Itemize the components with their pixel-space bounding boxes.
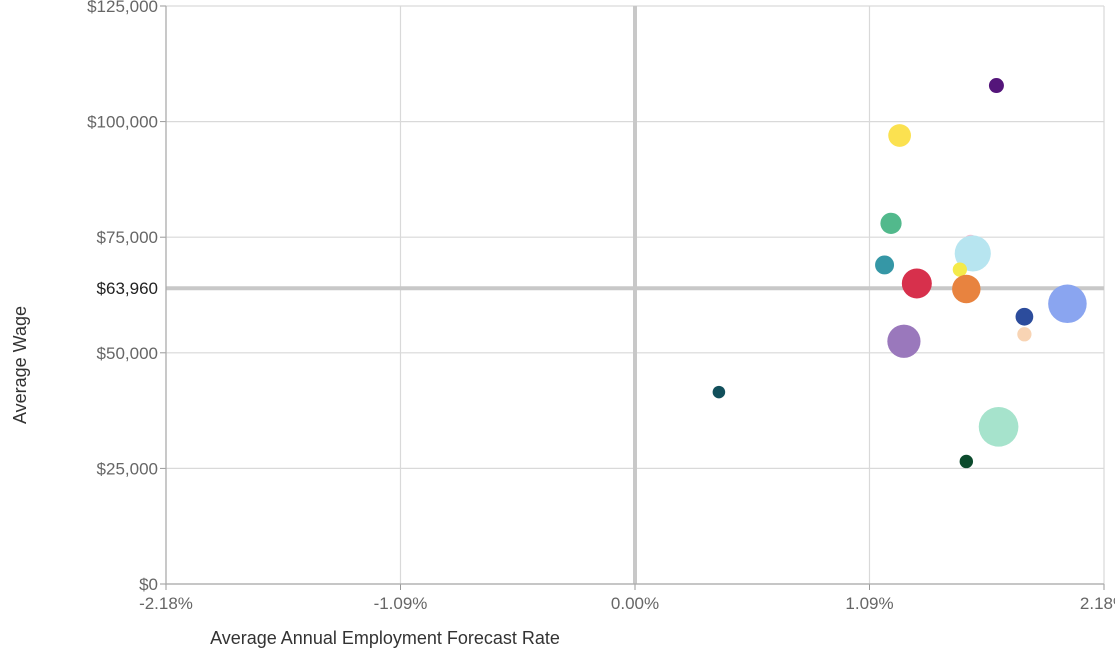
data-point bbox=[1015, 307, 1034, 326]
data-point bbox=[978, 406, 1019, 447]
y-tick-label: $50,000 bbox=[97, 344, 158, 363]
data-point bbox=[1017, 327, 1032, 342]
data-point bbox=[952, 274, 981, 304]
data-point bbox=[888, 124, 911, 147]
y-tick-label: $125,000 bbox=[87, 0, 158, 16]
y-tick-label: $0 bbox=[139, 575, 158, 594]
data-point bbox=[875, 255, 895, 275]
data-point bbox=[959, 454, 974, 469]
y-tick-label: $100,000 bbox=[87, 113, 158, 132]
x-tick-label: 0.00% bbox=[611, 594, 659, 613]
data-point bbox=[988, 78, 1004, 94]
x-tick-label: 2.18% bbox=[1080, 594, 1115, 613]
data-point bbox=[712, 385, 726, 399]
y-tick-label: $75,000 bbox=[97, 228, 158, 247]
x-tick-label: -2.18% bbox=[139, 594, 193, 613]
y-axis-title: Average Wage bbox=[10, 306, 30, 424]
reference-lines: $63,960 bbox=[97, 6, 1104, 584]
x-axis-title: Average Annual Employment Forecast Rate bbox=[210, 628, 560, 648]
data-point bbox=[887, 324, 921, 358]
y-reference-label: $63,960 bbox=[97, 279, 158, 298]
axes: -2.18% -1.09% 0.00% 1.09% 2.18% $0 $25,000 $50,… bbox=[87, 0, 1115, 613]
data-points bbox=[712, 78, 1087, 469]
data-point bbox=[952, 262, 967, 277]
data-point bbox=[880, 212, 902, 234]
data-point bbox=[901, 268, 932, 299]
x-tick-label: 1.09% bbox=[845, 594, 893, 613]
data-point bbox=[1048, 284, 1087, 324]
y-tick-label: $25,000 bbox=[97, 459, 158, 478]
data-point bbox=[954, 235, 991, 272]
x-tick-label: -1.09% bbox=[374, 594, 428, 613]
